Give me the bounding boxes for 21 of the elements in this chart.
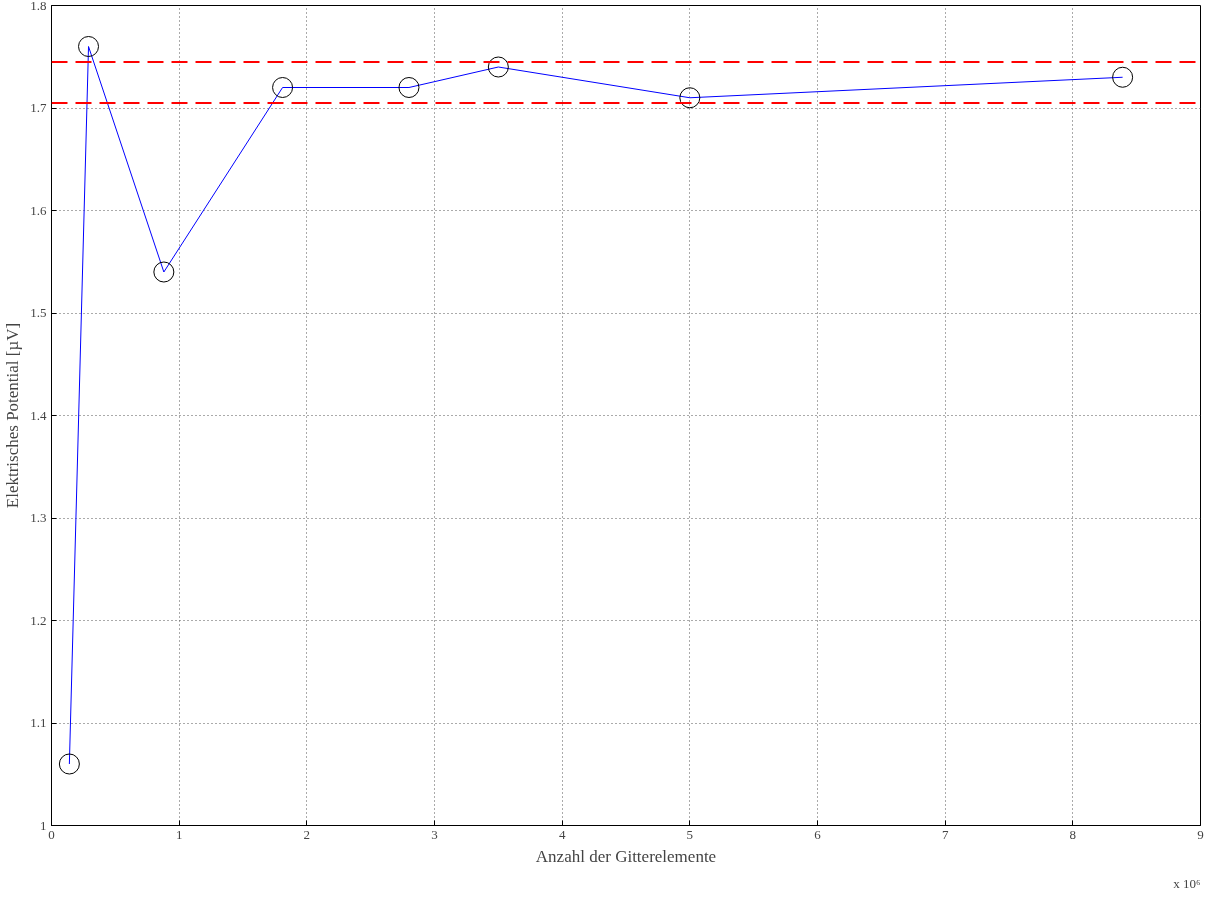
y-tick-label: 1.8 bbox=[30, 0, 47, 13]
y-tick-label: 1.4 bbox=[30, 407, 47, 423]
y-tick-label: 1.2 bbox=[30, 612, 47, 628]
x-tick-label: 8 bbox=[1069, 826, 1077, 842]
x-tick-label: 3 bbox=[431, 826, 438, 842]
y-tick-label: 1.1 bbox=[30, 715, 47, 730]
x-tick-label: 4 bbox=[558, 826, 566, 842]
text: x 10⁶ bbox=[1173, 875, 1201, 891]
x-tick-label: 6 bbox=[814, 826, 822, 842]
y-tick-label: 1.6 bbox=[30, 202, 47, 218]
x-tick-label: 9 bbox=[1197, 826, 1204, 842]
x-axis-title: Anzahl der Gitterelemente bbox=[535, 846, 717, 866]
x-tick-label: 5 bbox=[686, 826, 694, 842]
y-tick-label: 1.7 bbox=[30, 100, 47, 115]
x-tick-label: 2 bbox=[303, 826, 311, 842]
y-tick-label: 1.5 bbox=[30, 305, 47, 320]
y-axis-title: Elektrisches Potential [µV] bbox=[3, 322, 23, 509]
x-tick-label: 0 bbox=[48, 826, 55, 842]
x-tick-label: 7 bbox=[941, 826, 949, 842]
y-tick-label: 1.3 bbox=[30, 510, 47, 525]
x-tick-label: 1 bbox=[175, 826, 183, 842]
